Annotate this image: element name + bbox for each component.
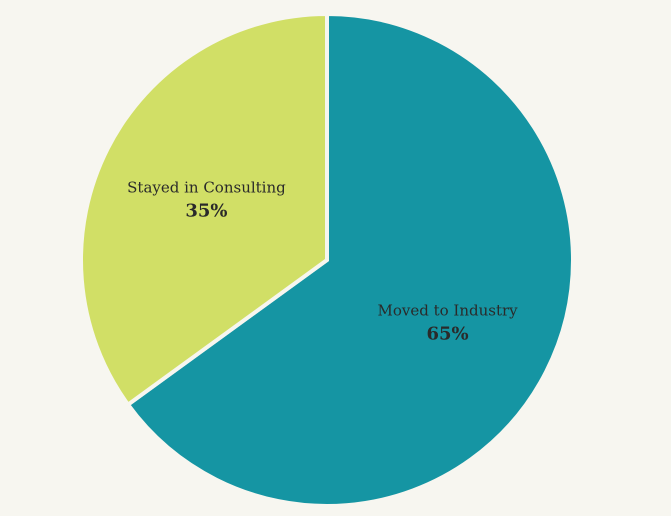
pie-slice-stayed-in-consulting (79, 11, 329, 408)
pie-slice-moved-to-industry (125, 11, 575, 508)
slice-label-moved-to-industry: Moved to Industry (377, 301, 518, 319)
slice-labels: Moved to Industry 65% Stayed in Consulting… (127, 179, 518, 345)
slice-value-stayed-in-consulting: 35% (185, 201, 227, 222)
slice-value-moved-to-industry: 65% (426, 323, 468, 344)
slice-label-stayed-in-consulting: Stayed in Consulting (127, 179, 286, 197)
